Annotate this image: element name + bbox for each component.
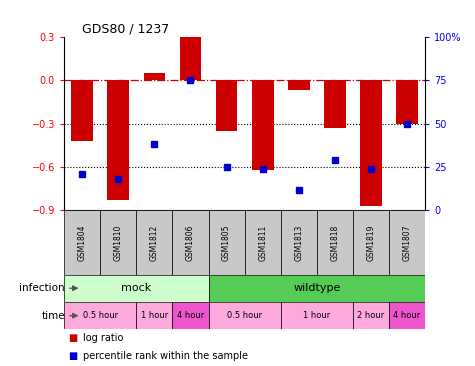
Text: 1 hour: 1 hour — [303, 311, 331, 320]
Text: mock: mock — [121, 283, 152, 293]
Bar — [396, 80, 418, 124]
Text: 0.5 hour: 0.5 hour — [227, 311, 262, 320]
Text: ■: ■ — [69, 351, 81, 361]
Text: GSM1804: GSM1804 — [78, 224, 86, 261]
Text: 2 hour: 2 hour — [357, 311, 385, 320]
Bar — [281, 210, 317, 274]
Text: percentile rank within the sample: percentile rank within the sample — [83, 351, 248, 361]
Text: 0.5 hour: 0.5 hour — [83, 311, 118, 320]
Text: infection: infection — [19, 283, 65, 293]
Text: log ratio: log ratio — [83, 333, 124, 343]
Bar — [64, 274, 209, 302]
Bar — [209, 302, 281, 329]
Text: GDS80 / 1237: GDS80 / 1237 — [82, 22, 170, 36]
Bar — [64, 302, 136, 329]
Text: wildtype: wildtype — [293, 283, 341, 293]
Text: ■: ■ — [69, 333, 81, 343]
Bar — [136, 302, 172, 329]
Bar — [245, 210, 281, 274]
Bar — [353, 302, 389, 329]
Bar — [64, 210, 100, 274]
Bar — [317, 210, 353, 274]
Text: 4 hour: 4 hour — [393, 311, 421, 320]
Bar — [209, 274, 425, 302]
Bar — [281, 302, 353, 329]
Bar — [389, 210, 425, 274]
Bar — [389, 302, 425, 329]
Bar — [107, 80, 129, 200]
Bar — [172, 210, 209, 274]
Text: GSM1813: GSM1813 — [294, 224, 303, 261]
Bar — [209, 210, 245, 274]
Bar — [216, 80, 238, 131]
Bar — [360, 80, 382, 206]
Text: GSM1806: GSM1806 — [186, 224, 195, 261]
Bar — [180, 37, 201, 80]
Bar — [324, 80, 346, 128]
Text: 1 hour: 1 hour — [141, 311, 168, 320]
Text: GSM1811: GSM1811 — [258, 224, 267, 261]
Bar — [100, 210, 136, 274]
Text: GSM1812: GSM1812 — [150, 224, 159, 261]
Text: GSM1807: GSM1807 — [403, 224, 411, 261]
Text: GSM1818: GSM1818 — [331, 224, 339, 261]
Bar — [353, 210, 389, 274]
Bar — [172, 302, 209, 329]
Bar — [136, 210, 172, 274]
Text: time: time — [41, 311, 65, 321]
Bar — [252, 80, 274, 170]
Bar — [288, 80, 310, 90]
Text: GSM1819: GSM1819 — [367, 224, 375, 261]
Text: 4 hour: 4 hour — [177, 311, 204, 320]
Text: GSM1810: GSM1810 — [114, 224, 123, 261]
Text: GSM1805: GSM1805 — [222, 224, 231, 261]
Bar — [71, 80, 93, 141]
Bar — [143, 73, 165, 80]
